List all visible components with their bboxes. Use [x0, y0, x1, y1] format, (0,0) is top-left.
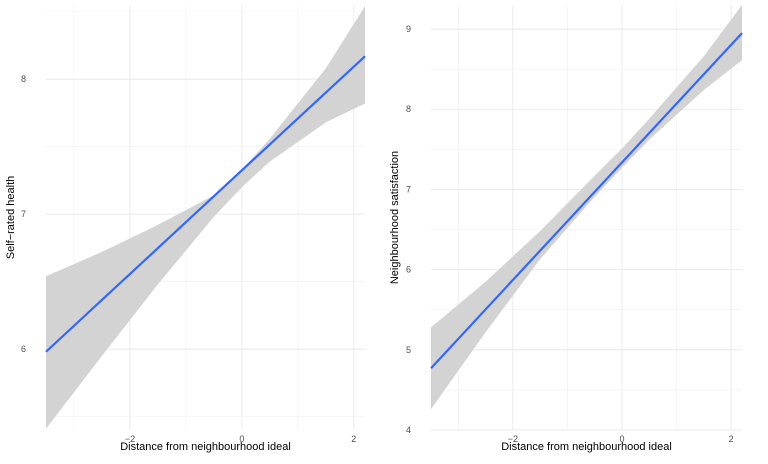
confidence-ribbon: [431, 5, 742, 410]
y-tick-label: 6: [406, 265, 411, 275]
fit-line: [430, 32, 743, 370]
x-axis-title: Distance from neighbourhood ideal: [120, 441, 291, 453]
y-axis-title: Self−rated health: [5, 176, 17, 259]
neighbourhood-satisfaction-panel: −2 0 2 4 5 6 7 8 9 Distance from neighbourhood …: [384, 0, 768, 459]
x-tick-label: 2: [351, 434, 356, 444]
x-tick-label: 0: [239, 434, 244, 444]
x-tick-label: −2: [508, 434, 518, 444]
y-tick-label: 7: [406, 184, 411, 194]
y-tick-labels: 6 7 8: [21, 74, 26, 354]
y-tick-label: 5: [406, 345, 411, 355]
x-tick-labels: −2 0 2: [508, 434, 734, 444]
x-tick-label: 2: [729, 434, 734, 444]
neighbourhood-satisfaction-chart: −2 0 2 4 5 6 7 8 9 Distance from neighbourhood …: [389, 5, 743, 453]
y-tick-label: 4: [406, 425, 411, 435]
y-tick-label: 7: [21, 209, 26, 219]
y-tick-label: 6: [21, 344, 26, 354]
y-tick-label: 8: [21, 74, 26, 84]
fit-line: [45, 55, 366, 353]
grid: [431, 5, 742, 431]
y-tick-label: 8: [406, 104, 411, 114]
x-tick-label: 0: [619, 434, 624, 444]
y-tick-labels: 4 5 6 7 8 9: [406, 24, 411, 435]
self-rated-health-chart: −2 0 2 6 7 8 Distance from neighbourhood ide…: [5, 5, 366, 453]
x-tick-labels: −2 0 2: [125, 434, 357, 444]
y-axis-title: Neighbourhood satisfaction: [389, 151, 401, 284]
self-rated-health-panel: −2 0 2 6 7 8 Distance from neighbourhood ide…: [0, 0, 384, 459]
confidence-ribbon: [46, 6, 365, 429]
y-tick-label: 9: [406, 24, 411, 34]
x-tick-label: −2: [125, 434, 135, 444]
x-axis-title: Distance from neighbourhood ideal: [501, 441, 672, 453]
